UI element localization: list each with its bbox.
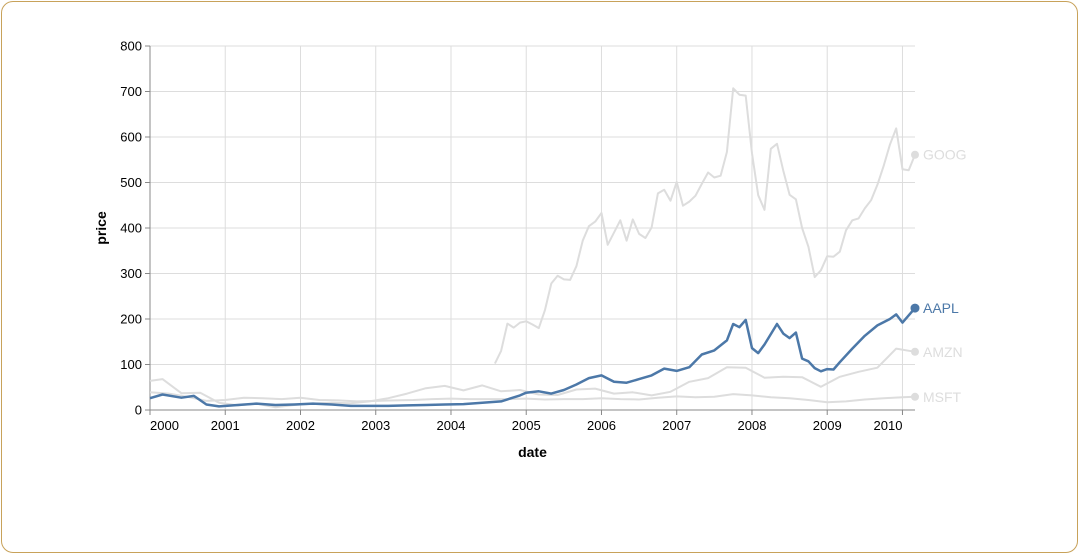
series-label-amzn: AMZN xyxy=(923,344,963,360)
x-tick-label: 2001 xyxy=(211,418,240,433)
series-label-aapl: AAPL xyxy=(923,300,959,316)
y-tick-label: 500 xyxy=(120,175,142,190)
x-tick-label: 2003 xyxy=(361,418,390,433)
y-tick-label: 200 xyxy=(120,312,142,327)
series-end-point-goog xyxy=(911,150,919,159)
y-tick-label: 100 xyxy=(120,357,142,372)
x-tick-label: 2010 xyxy=(874,418,903,433)
x-tick-label: 2009 xyxy=(813,418,842,433)
series-line-goog xyxy=(494,87,916,365)
x-axis-title: date xyxy=(518,444,547,460)
y-tick-label: 400 xyxy=(120,221,142,236)
series-line-msft xyxy=(149,391,916,404)
x-tick-label: 2004 xyxy=(437,418,466,433)
series-end-point-msft xyxy=(911,392,919,401)
series-end-point-amzn xyxy=(911,347,919,356)
y-tick-label: 600 xyxy=(120,130,142,145)
series-end-point-aapl xyxy=(910,303,920,313)
y-tick-label: 700 xyxy=(120,84,142,99)
x-tick-label: 2002 xyxy=(286,418,315,433)
y-tick-label: 800 xyxy=(120,39,142,54)
x-tick-label: 2007 xyxy=(662,418,691,433)
series-label-msft: MSFT xyxy=(923,389,962,405)
y-axis-title: price xyxy=(93,211,109,245)
y-axis: 0 100 200 300 400 500 600 700 800 xyxy=(120,39,151,418)
x-tick-label: 2005 xyxy=(512,418,541,433)
x-axis: 2000 2001 2002 2003 2004 2005 2006 2007 2008 2009… xyxy=(149,409,915,433)
x-tick-label: 2006 xyxy=(587,418,616,433)
series-lines xyxy=(149,87,916,409)
series-line-aapl xyxy=(149,307,916,408)
series-labels: MSFT AMZN GOOG AAPL xyxy=(910,147,967,405)
x-tick-label: 2008 xyxy=(738,418,767,433)
y-tick-label: 0 xyxy=(135,403,142,418)
y-tick-label: 300 xyxy=(120,266,142,281)
series-label-goog: GOOG xyxy=(923,147,967,163)
x-tick-label: 2000 xyxy=(150,418,179,433)
